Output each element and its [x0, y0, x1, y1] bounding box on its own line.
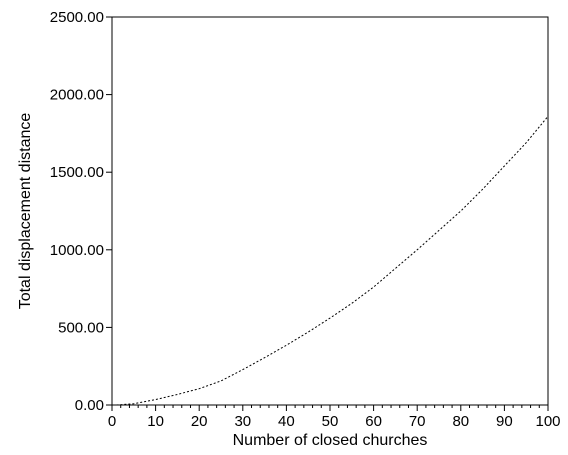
x-tick-label: 100 — [535, 413, 560, 430]
data-series-line — [116, 116, 549, 406]
y-tick-label: 1000.00 — [50, 242, 104, 259]
x-tick-label: 10 — [147, 413, 164, 430]
x-tick-label: 20 — [191, 413, 208, 430]
x-tick-label: 30 — [234, 413, 251, 430]
y-tick-label: 1500.00 — [50, 164, 104, 181]
plot-area — [111, 16, 549, 406]
x-tick-label: 40 — [278, 413, 295, 430]
y-tick-label: 500.00 — [58, 319, 104, 336]
x-axis-label: Number of closed churches — [233, 432, 428, 449]
x-tick-label: 90 — [496, 413, 513, 430]
x-tick-label: 60 — [365, 413, 382, 430]
x-tick-label: 70 — [409, 413, 426, 430]
x-axis: 0 10 20 30 40 50 60 70 80 90 100 — [108, 405, 561, 430]
y-axis: 0.00 500.00 1000.00 1500.00 2000.00 2500.00 — [50, 9, 112, 414]
y-tick-label: 2500.00 — [50, 9, 104, 26]
x-tick-label: 50 — [322, 413, 339, 430]
y-tick-label: 2000.00 — [50, 87, 104, 104]
x-tick-label: 0 — [108, 413, 116, 430]
x-tick-label: 80 — [452, 413, 469, 430]
y-axis-label: Total displacement distance — [17, 113, 34, 310]
y-tick-label: 0.00 — [75, 397, 104, 414]
